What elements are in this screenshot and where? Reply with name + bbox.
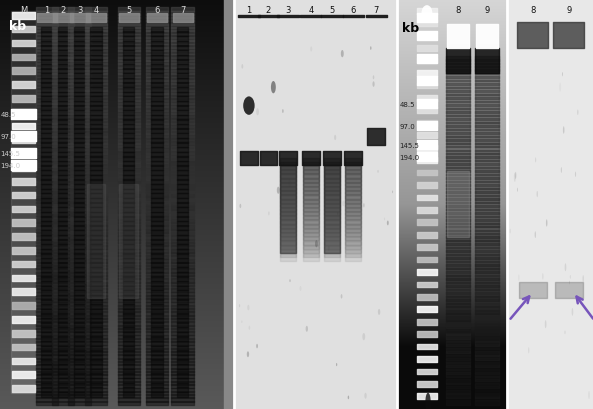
Text: 5: 5 — [126, 6, 132, 15]
Circle shape — [239, 304, 240, 308]
Circle shape — [337, 213, 339, 216]
Circle shape — [271, 82, 276, 94]
Circle shape — [545, 320, 547, 328]
Text: 2: 2 — [266, 6, 271, 15]
Circle shape — [546, 220, 547, 227]
Circle shape — [240, 204, 241, 209]
Circle shape — [378, 309, 380, 315]
Circle shape — [370, 47, 371, 51]
Circle shape — [256, 109, 259, 116]
Circle shape — [577, 110, 578, 116]
Circle shape — [518, 275, 519, 281]
Circle shape — [268, 212, 270, 216]
Circle shape — [535, 158, 536, 163]
Circle shape — [341, 51, 344, 58]
Circle shape — [288, 180, 291, 187]
Text: 1: 1 — [44, 6, 49, 15]
Text: 1: 1 — [246, 6, 251, 15]
Circle shape — [537, 191, 538, 198]
Circle shape — [315, 240, 318, 248]
Circle shape — [569, 281, 570, 285]
Circle shape — [342, 201, 345, 207]
Text: 3: 3 — [77, 6, 82, 15]
Text: 194.0: 194.0 — [1, 163, 21, 169]
Circle shape — [277, 187, 280, 194]
Circle shape — [373, 76, 374, 80]
Circle shape — [241, 65, 243, 70]
Circle shape — [514, 173, 516, 182]
Circle shape — [360, 236, 361, 240]
Circle shape — [328, 247, 330, 251]
Text: 145.5: 145.5 — [400, 142, 419, 148]
Circle shape — [561, 168, 562, 173]
Text: 97.0: 97.0 — [1, 134, 17, 140]
Ellipse shape — [422, 6, 432, 22]
Ellipse shape — [243, 97, 254, 115]
Text: 5: 5 — [330, 6, 334, 15]
Circle shape — [562, 73, 563, 77]
Circle shape — [340, 294, 342, 299]
Circle shape — [347, 396, 349, 399]
Circle shape — [582, 275, 584, 282]
Circle shape — [572, 308, 573, 316]
Circle shape — [334, 135, 336, 141]
Circle shape — [510, 229, 511, 234]
Circle shape — [247, 351, 249, 357]
Circle shape — [289, 279, 291, 282]
Text: kb: kb — [401, 22, 419, 35]
Text: 48.5: 48.5 — [400, 101, 415, 107]
Circle shape — [299, 286, 301, 291]
Circle shape — [247, 305, 250, 310]
Text: 97.0: 97.0 — [400, 124, 415, 130]
Circle shape — [535, 231, 536, 238]
Text: 3: 3 — [285, 6, 291, 15]
Circle shape — [336, 363, 337, 366]
Circle shape — [588, 391, 590, 399]
Text: kb: kb — [9, 20, 27, 33]
Circle shape — [517, 188, 518, 192]
Circle shape — [515, 173, 517, 180]
Circle shape — [241, 321, 243, 323]
Text: 9: 9 — [566, 6, 572, 15]
Circle shape — [310, 47, 313, 52]
Text: 7: 7 — [374, 6, 379, 15]
Circle shape — [559, 83, 561, 92]
Circle shape — [528, 347, 530, 353]
Circle shape — [248, 326, 250, 330]
Circle shape — [563, 127, 565, 135]
Text: 8: 8 — [455, 6, 460, 15]
Text: 2: 2 — [60, 6, 66, 15]
Text: 194.0: 194.0 — [400, 155, 420, 160]
Circle shape — [364, 393, 366, 399]
Text: 145.5: 145.5 — [1, 151, 21, 156]
Text: 9: 9 — [484, 6, 490, 15]
Text: 6: 6 — [350, 6, 356, 15]
Circle shape — [387, 221, 389, 226]
Circle shape — [575, 172, 576, 178]
Circle shape — [392, 191, 393, 194]
Circle shape — [372, 82, 375, 88]
Circle shape — [363, 204, 365, 208]
Circle shape — [565, 264, 566, 272]
Circle shape — [362, 333, 365, 340]
Circle shape — [305, 326, 308, 332]
Text: 8: 8 — [530, 6, 535, 15]
Text: 4: 4 — [308, 6, 314, 15]
Circle shape — [384, 218, 385, 221]
Text: 4: 4 — [94, 6, 98, 15]
Text: 7: 7 — [180, 6, 186, 15]
Circle shape — [304, 162, 305, 164]
Text: 6: 6 — [154, 6, 160, 15]
Circle shape — [256, 344, 258, 348]
Circle shape — [282, 110, 283, 114]
Circle shape — [283, 163, 285, 166]
Text: M: M — [20, 6, 27, 15]
Circle shape — [425, 393, 431, 409]
Circle shape — [542, 274, 544, 280]
Text: 48.5: 48.5 — [1, 112, 16, 117]
